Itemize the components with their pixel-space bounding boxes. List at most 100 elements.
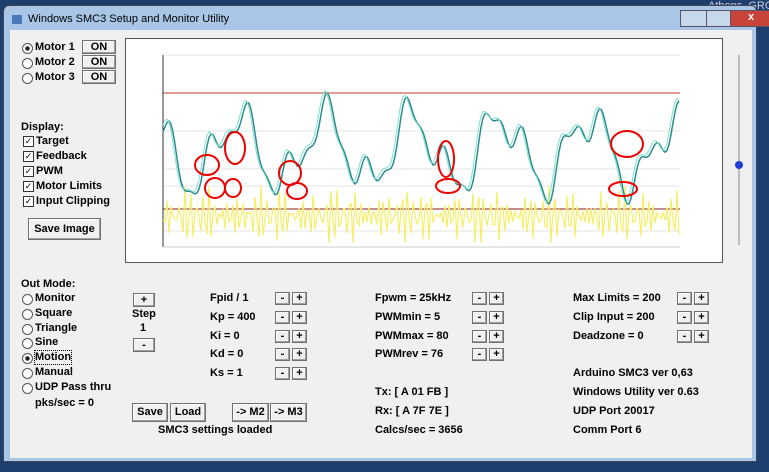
slider-thumb[interactable]: [735, 161, 743, 169]
spin-plus[interactable]: +: [694, 292, 709, 305]
param: PWMrev = 76: [375, 348, 444, 360]
radio[interactable]: [22, 382, 33, 394]
spin-plus[interactable]: +: [489, 292, 504, 305]
out-mode-option: Motion: [33, 350, 73, 366]
maximize[interactable]: [706, 10, 732, 27]
radio[interactable]: [22, 43, 33, 54]
on-button[interactable]: ON: [82, 70, 116, 84]
spin-minus[interactable]: -: [472, 292, 487, 305]
param: Ks = 1: [210, 367, 243, 379]
app-icon: [12, 15, 22, 24]
spin-plus[interactable]: +: [489, 311, 504, 324]
out-mode-option: Monitor: [35, 292, 76, 304]
param: Fpid / 1: [210, 292, 249, 304]
step-plus[interactable]: +: [133, 293, 155, 307]
annotation-circle: [437, 140, 455, 178]
radio[interactable]: [22, 368, 33, 379]
annotation-circle: [435, 178, 461, 194]
minimize[interactable]: [680, 10, 708, 27]
action-button[interactable]: -> M3: [270, 403, 307, 422]
spin-minus[interactable]: -: [677, 292, 692, 305]
spin-minus[interactable]: -: [275, 330, 290, 343]
spin-minus[interactable]: -: [472, 311, 487, 324]
save-image-button[interactable]: Save Image: [28, 218, 101, 240]
info: Arduino SMC3 ver 0,63: [573, 367, 693, 379]
out-mode-option: UDP Pass thru: [35, 380, 112, 393]
spin-plus[interactable]: +: [694, 330, 709, 343]
radio[interactable]: [22, 353, 33, 365]
close[interactable]: x: [730, 10, 769, 27]
spin-plus[interactable]: +: [292, 330, 307, 343]
checkbox[interactable]: ✓: [23, 136, 34, 147]
on-button[interactable]: ON: [82, 40, 116, 54]
spin-minus[interactable]: -: [677, 311, 692, 324]
radio[interactable]: [22, 323, 33, 335]
annotation-circle: [286, 182, 308, 200]
step-label: Step: [132, 308, 156, 320]
radio[interactable]: [22, 58, 33, 69]
annotation-circle: [194, 154, 220, 176]
spin-minus[interactable]: -: [472, 348, 487, 361]
out-mode-label: Out Mode:: [21, 278, 76, 290]
out-mode-option: Sine: [35, 336, 59, 349]
comms: Calcs/sec = 3656: [375, 424, 463, 436]
info: UDP Port 20017: [573, 405, 655, 417]
spin-minus[interactable]: -: [275, 367, 290, 380]
window-title: Windows SMC3 Setup and Monitor Utility: [28, 13, 230, 25]
checkbox[interactable]: ✓: [23, 196, 34, 207]
spin-plus[interactable]: +: [292, 311, 307, 324]
spin-minus[interactable]: -: [472, 330, 487, 343]
display-label: Display:: [21, 121, 64, 133]
plot: [125, 38, 723, 263]
radio[interactable]: [22, 308, 33, 320]
comms: Rx: [ A 7F 7E ]: [375, 405, 449, 417]
motor-label: Motor 3: [35, 71, 75, 83]
param: Fpwm = 25kHz: [375, 292, 452, 304]
annotation-circle: [224, 131, 246, 165]
display-option: Feedback: [36, 150, 87, 162]
display-option: PWM: [36, 165, 63, 177]
annotation-circle: [608, 181, 638, 197]
spin-plus[interactable]: +: [292, 348, 307, 361]
motor-label: Motor 1: [35, 41, 75, 53]
spin-minus[interactable]: -: [275, 348, 290, 361]
target-trace: [162, 91, 680, 205]
spin-minus[interactable]: -: [677, 330, 692, 343]
annotation-circle: [224, 178, 242, 198]
action-button[interactable]: Save: [132, 403, 168, 422]
radio[interactable]: [22, 294, 33, 305]
param: Max Limits = 200: [573, 292, 661, 304]
param: Kd = 0: [210, 348, 244, 360]
spin-plus[interactable]: +: [489, 348, 504, 361]
spin-plus[interactable]: +: [489, 330, 504, 343]
action-button[interactable]: -> M2: [232, 403, 269, 422]
on-button[interactable]: ON: [82, 55, 116, 69]
spin-plus[interactable]: +: [292, 292, 307, 305]
step-value: 1: [140, 322, 147, 334]
checkbox[interactable]: ✓: [23, 151, 34, 162]
pks-sec: pks/sec = 0: [35, 397, 95, 409]
checkbox[interactable]: ✓: [23, 181, 34, 192]
param: Kp = 400: [210, 311, 256, 323]
radio[interactable]: [22, 338, 33, 350]
out-mode-option: Square: [35, 306, 73, 319]
out-mode-option: Manual: [35, 366, 73, 378]
step-minus[interactable]: -: [133, 338, 155, 352]
status: SMC3 settings loaded: [158, 424, 273, 436]
display-option: Motor Limits: [36, 180, 102, 192]
param: Ki = 0: [210, 330, 240, 342]
spin-minus[interactable]: -: [275, 311, 290, 324]
radio[interactable]: [22, 73, 33, 84]
feedback-trace: [162, 90, 680, 203]
info: Windows Utility ver 0.63: [573, 386, 699, 398]
spin-plus[interactable]: +: [292, 367, 307, 380]
spin-minus[interactable]: -: [275, 292, 290, 305]
checkbox[interactable]: ✓: [23, 166, 34, 177]
info: Comm Port 6: [573, 424, 642, 436]
spin-plus[interactable]: +: [694, 311, 709, 324]
pwm-trace: [162, 185, 680, 244]
slider[interactable]: [730, 50, 750, 250]
action-button[interactable]: Load: [170, 403, 206, 422]
display-option: Input Clipping: [36, 195, 110, 207]
